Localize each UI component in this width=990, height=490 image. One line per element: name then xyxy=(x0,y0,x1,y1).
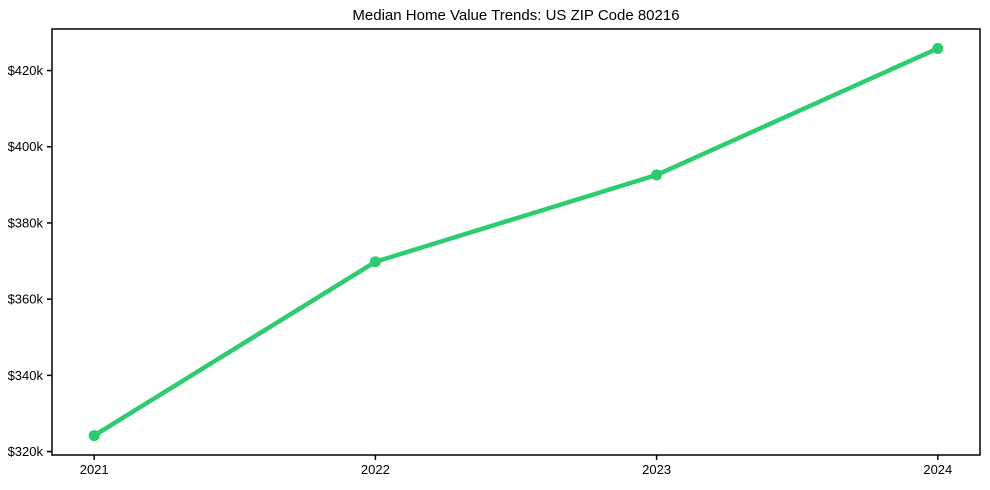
x-tick-label: 2022 xyxy=(361,462,390,477)
y-tick-label: $340k xyxy=(8,368,44,383)
trend-line xyxy=(91,46,941,438)
x-tick-label: 2023 xyxy=(642,462,671,477)
y-tick-label: $320k xyxy=(8,444,44,459)
x-tick-label: 2024 xyxy=(923,462,952,477)
y-tick-label: $400k xyxy=(8,139,44,154)
y-tick-label: $420k xyxy=(8,63,44,78)
data-point-marker xyxy=(369,256,381,268)
data-point-marker xyxy=(932,42,944,54)
chart-title: Median Home Value Trends: US ZIP Code 80… xyxy=(352,7,680,24)
x-tick-label: 2021 xyxy=(80,462,109,477)
y-tick-label: $380k xyxy=(8,215,44,230)
data-point-marker xyxy=(651,169,663,181)
y-tick-label: $360k xyxy=(8,292,44,307)
data-point-marker xyxy=(88,430,100,442)
plot-border xyxy=(51,28,981,456)
